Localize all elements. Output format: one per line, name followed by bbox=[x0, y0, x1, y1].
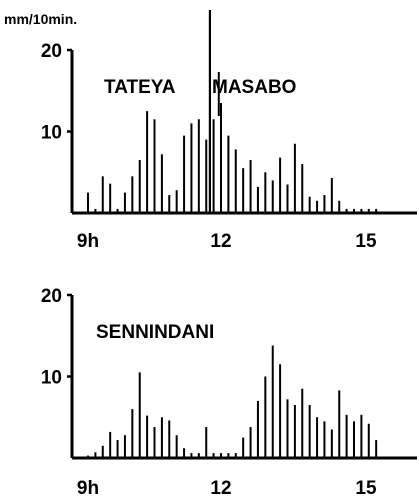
y-tick-label: 20 bbox=[41, 41, 62, 62]
y-tick-label: 10 bbox=[41, 368, 62, 389]
tateya-masabo-panel: 10 20 9h 12 15 TATEYA MASABO bbox=[41, 10, 417, 252]
x-tick-label: 12 bbox=[210, 231, 231, 252]
x-tick-label: 9h bbox=[77, 478, 99, 499]
station-label: TATEYA bbox=[104, 77, 176, 98]
y-tick-label: 10 bbox=[41, 123, 62, 144]
y-unit-label: mm/10min. bbox=[4, 11, 77, 27]
x-tick-label: 9h bbox=[77, 231, 99, 252]
x-tick-label: 15 bbox=[355, 478, 377, 499]
sennindani-panel: 10 20 9h 12 15 SENNINDANI bbox=[41, 286, 417, 499]
station-label: SENNINDANI bbox=[96, 322, 214, 343]
x-tick-label: 12 bbox=[210, 478, 231, 499]
station-label: MASABO bbox=[212, 77, 296, 98]
y-tick-label: 20 bbox=[41, 286, 62, 307]
x-tick-label: 15 bbox=[355, 231, 377, 252]
